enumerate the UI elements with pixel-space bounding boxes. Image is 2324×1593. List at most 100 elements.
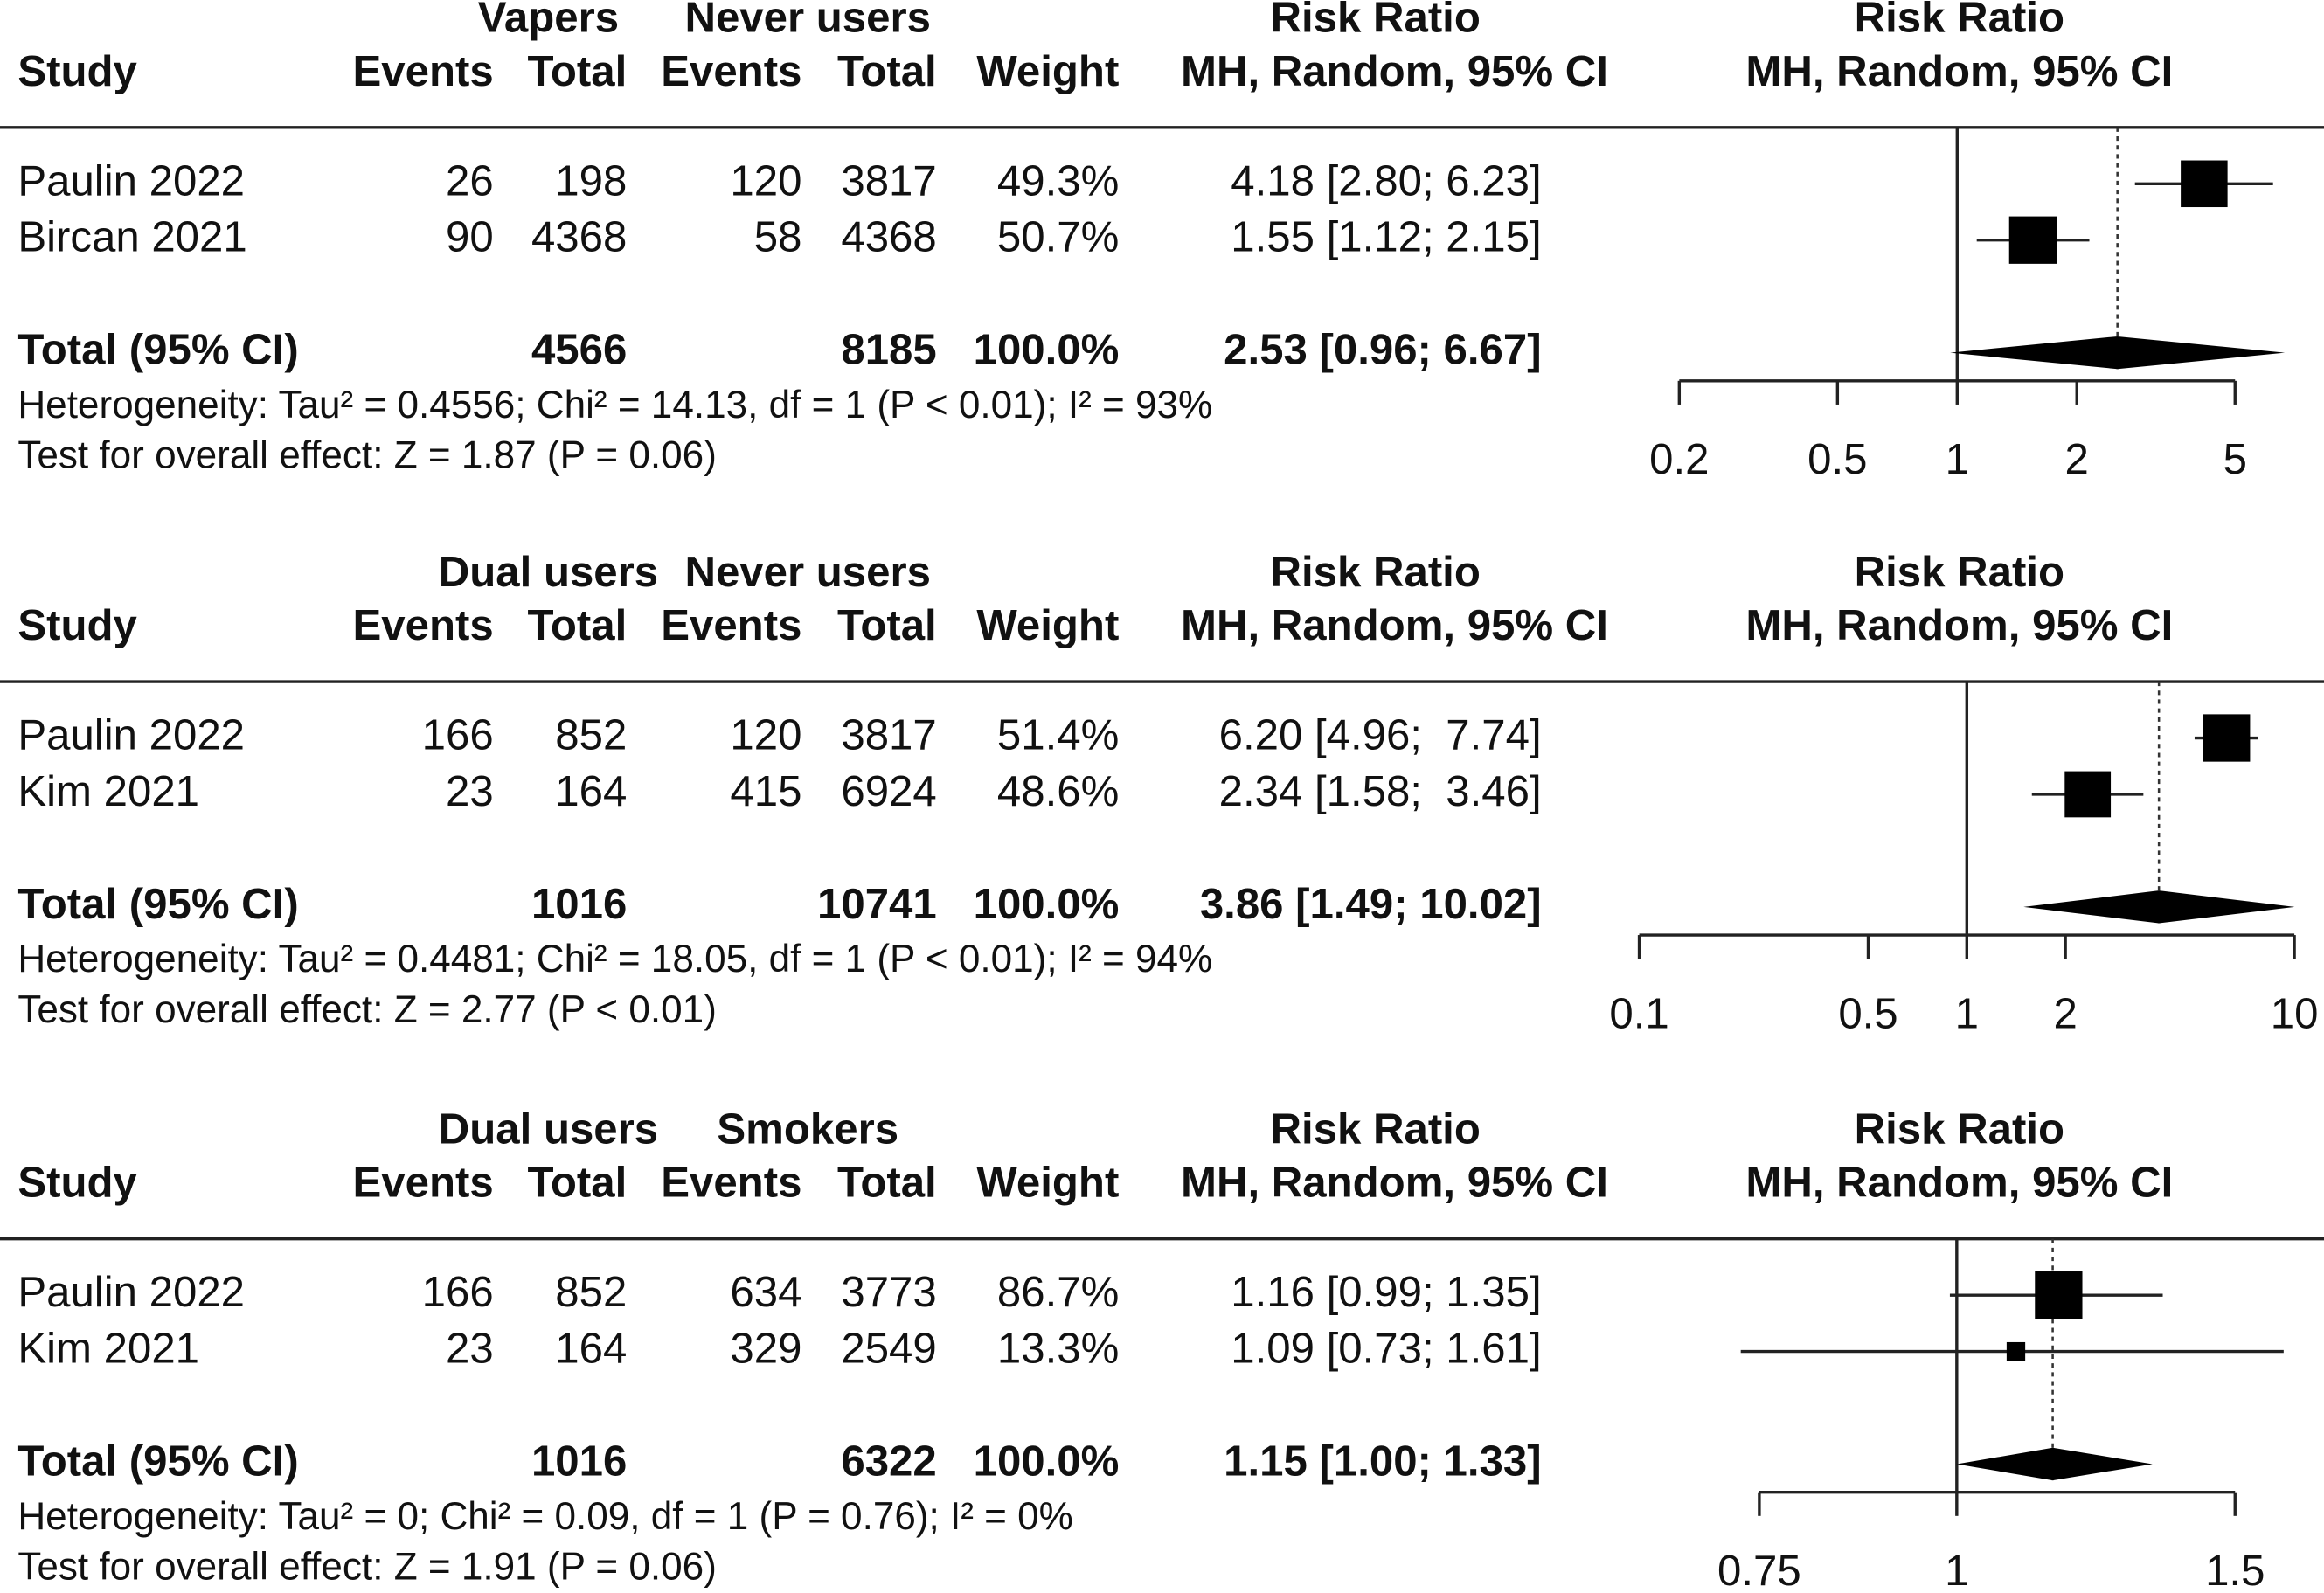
header: Total [528,47,628,95]
header: Total [837,601,937,649]
events: 415 [730,767,801,815]
header: MH, Random, 95% CI [1181,47,1608,95]
total: 6322 [841,1437,936,1485]
ci-label: 3.86 [1.49; 10.02] [1200,880,1542,928]
header: Events [352,601,493,649]
header: Events [661,601,801,649]
weight: 86.7% [997,1268,1119,1316]
total: 8185 [841,326,936,374]
study-square [2008,216,2057,264]
header: Risk Ratio [1855,548,2064,596]
header: Events [661,1159,801,1207]
study-square [2181,160,2228,208]
events: 120 [730,710,801,758]
x-tick-label: 2 [2053,989,2077,1037]
header: Weight [976,1159,1119,1207]
header: MH, Random, 95% CI [1181,1159,1608,1207]
weight: 48.6% [997,767,1119,815]
total: 852 [555,710,627,758]
overall-effect: Test for overall effect: Z = 2.77 (P < 0… [17,988,717,1031]
x-tick-label: 0.5 [1807,435,1867,483]
header: Weight [976,601,1119,649]
overall-effect: Test for overall effect: Z = 1.87 (P = 0… [17,434,717,477]
weight: 100.0% [974,326,1120,374]
group-header: Vapers [478,0,619,42]
study-square [2064,771,2112,818]
x-tick-label: 1.5 [2205,1547,2265,1593]
ci-label: 2.34 [1.58; 3.46] [1219,767,1542,815]
weight: 100.0% [974,880,1120,928]
total: 198 [555,156,627,204]
study-name: Paulin 2022 [17,156,245,204]
ci-label: 1.15 [1.00; 1.33] [1224,1437,1541,1485]
header: Study [17,601,137,649]
total-label: Total (95% CI) [17,880,298,928]
x-tick-label: 5 [2223,435,2247,483]
x-tick-label: 0.5 [1838,989,1897,1037]
events: 58 [754,213,802,261]
total: 10741 [817,880,937,928]
events: 166 [422,710,494,758]
study-name: Paulin 2022 [17,710,245,758]
heterogeneity: Heterogeneity: Tau² = 0.4556; Chi² = 14.… [17,384,1212,426]
header: Total [528,1159,628,1207]
header: Risk Ratio [1855,1105,2064,1153]
header: Events [352,1159,493,1207]
total: 4566 [531,326,627,374]
header: Risk Ratio [1270,1105,1480,1153]
group-header: Never users [684,0,930,42]
header: Study [17,47,137,95]
events: 634 [730,1268,801,1316]
summary-diamond [1950,336,2286,370]
total: 6924 [841,767,936,815]
study-square [2203,714,2251,762]
x-tick-label: 0.2 [1649,435,1709,483]
header: Weight [976,47,1119,95]
group-header: Smokers [717,1105,898,1153]
summary-diamond [2023,890,2295,924]
header: Risk Ratio [1855,0,2064,42]
header: MH, Random, 95% CI [1181,601,1608,649]
study-name: Bircan 2021 [17,213,246,261]
study-square [2035,1271,2083,1319]
group-header: Dual users [439,548,658,596]
events: 120 [730,156,801,204]
header: Events [661,47,801,95]
header: Events [352,47,493,95]
weight: 50.7% [997,213,1119,261]
events: 166 [422,1268,494,1316]
weight: 49.3% [997,156,1119,204]
study-name: Kim 2021 [17,1325,199,1373]
header: MH, Random, 95% CI [1745,601,2173,649]
x-tick-label: 0.1 [1609,989,1668,1037]
weight: 13.3% [997,1325,1119,1373]
header: Total [837,47,937,95]
total-label: Total (95% CI) [17,1437,298,1485]
x-tick-label: 1 [1946,435,1969,483]
total: 1016 [531,880,627,928]
study-name: Paulin 2022 [17,1268,245,1316]
ci-label: 1.55 [1.12; 2.15] [1231,213,1541,261]
events: 23 [446,1325,494,1373]
total: 4368 [841,213,936,261]
total: 2549 [841,1325,936,1373]
events: 329 [730,1325,801,1373]
group-header: Never users [684,548,930,596]
header: Total [528,601,628,649]
x-tick-label: 10 [2271,989,2319,1037]
total: 164 [555,1325,627,1373]
header: Total [837,1159,937,1207]
header: MH, Random, 95% CI [1745,47,2173,95]
ci-label: 1.09 [0.73; 1.61] [1231,1325,1541,1373]
heterogeneity: Heterogeneity: Tau² = 0.4481; Chi² = 18.… [17,938,1212,980]
x-tick-label: 0.75 [1717,1547,1801,1593]
study-name: Kim 2021 [17,767,199,815]
overall-effect: Test for overall effect: Z = 1.91 (P = 0… [17,1546,717,1589]
header: Risk Ratio [1270,0,1480,42]
total: 164 [555,767,627,815]
total: 3817 [841,156,936,204]
total: 4368 [531,213,627,261]
weight: 51.4% [997,710,1119,758]
study-square [2006,1341,2026,1361]
